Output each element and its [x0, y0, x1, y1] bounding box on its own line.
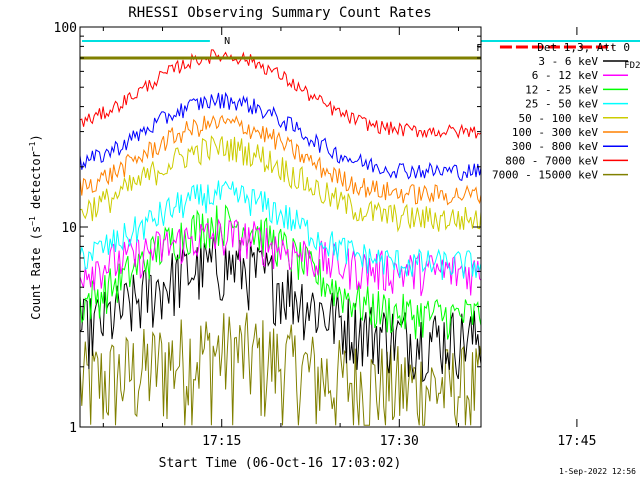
chart-title: RHESSI Observing Summary Count Rates [128, 5, 431, 21]
y-tick-label: 10 [61, 221, 77, 236]
legend-label: 25 - 50 keV [525, 98, 598, 111]
x-axis-label: Start Time (06-Oct-16 17:03:02) [159, 456, 402, 471]
legend-header: Det 1,3, Att 0 [537, 41, 630, 54]
plot-area [80, 49, 481, 426]
x-tick-label: 17:15 [202, 434, 241, 449]
series-line-0 [80, 237, 481, 383]
legend-label: 300 - 800 keV [512, 140, 598, 153]
flag-markers: NFFD1FD2 [80, 36, 640, 71]
y-axis-label: Count Rate (s−1 detector−1) [28, 134, 43, 319]
series-line-3 [80, 180, 481, 281]
x-tick-label: 17:30 [380, 434, 419, 449]
legend-label: 6 - 12 keV [532, 69, 599, 82]
series-line-7 [80, 49, 481, 140]
series-line-5 [80, 114, 481, 206]
legend-label: 50 - 100 keV [519, 112, 599, 125]
night-flag-label: N [224, 36, 230, 47]
series-line-8 [80, 312, 481, 426]
series-line-6 [80, 91, 481, 181]
legend-label: 800 - 7000 keV [505, 154, 598, 167]
series-line-1 [80, 218, 481, 297]
series-line-2 [80, 204, 481, 340]
datestamp: 1-Sep-2022 12:56 [559, 467, 636, 476]
y-tick-label: 100 [54, 21, 77, 36]
fd2-flag-label: FD2 [624, 61, 640, 71]
legend-label: 100 - 300 keV [512, 126, 598, 139]
flare-flag-label: F [476, 43, 482, 54]
series-line-4 [80, 135, 481, 233]
x-tick-label: 17:45 [557, 434, 596, 449]
legend-label: 3 - 6 keV [538, 55, 598, 68]
legend-label: 12 - 25 keV [525, 83, 598, 96]
y-tick-label: 1 [69, 421, 77, 436]
legend-label: 7000 - 15000 keV [492, 169, 598, 182]
